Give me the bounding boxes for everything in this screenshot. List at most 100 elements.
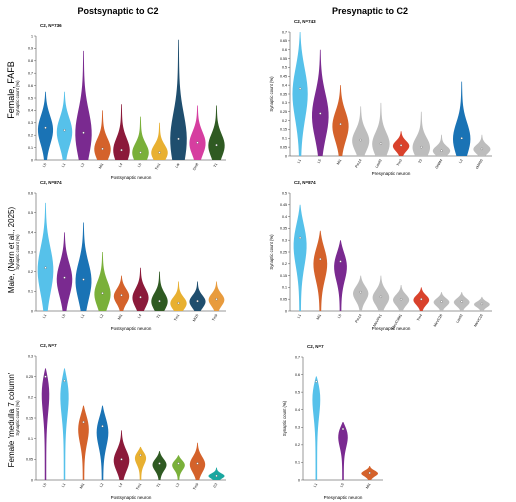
- x-tick-label: Mi1: [336, 159, 342, 166]
- x-tick-label: L2: [458, 159, 463, 164]
- row-title-female-fafb: Female, FAFB: [6, 61, 16, 119]
- x-tick-label: Lawf2: [375, 159, 383, 169]
- violin-l5: [41, 368, 50, 480]
- x-axis-label: Presynaptic neuron: [372, 326, 411, 331]
- y-tick-label: 0.1: [28, 146, 33, 150]
- x-tick-label: C3: [213, 483, 219, 489]
- x-tick-label: MeVPe1: [372, 314, 382, 328]
- x-tick-label: L1: [297, 314, 302, 319]
- x-tick-label: Tm1: [154, 162, 161, 170]
- violin-mi1: [313, 230, 328, 311]
- y-tick-label: 0.05: [26, 458, 33, 462]
- row-title-male: Male, (Nern et al., 2025): [7, 207, 16, 294]
- x-tick-label: Pm14: [354, 159, 362, 169]
- y-tick-label: 0.25: [280, 250, 287, 254]
- y-tick-label: 0.7: [295, 355, 300, 359]
- violin-l5: [132, 116, 149, 160]
- row-title-medulla: Female 'medulla 7 column': [7, 372, 16, 467]
- median-marker: [420, 298, 423, 301]
- median-marker: [368, 471, 371, 475]
- x-tick-label: Pm14: [354, 314, 362, 324]
- y-tick-label: 0.9: [28, 47, 33, 51]
- x-tick-label: MeVC9M1: [391, 314, 403, 331]
- violin-l2: [96, 405, 109, 480]
- y-tick-label: 0.2: [295, 443, 300, 447]
- median-marker: [215, 143, 218, 147]
- violin-l1: [293, 204, 307, 311]
- median-marker: [480, 302, 484, 306]
- x-tick-label: L4: [118, 483, 123, 488]
- x-tick-label: T1: [156, 483, 162, 489]
- violin-mi15: [189, 281, 206, 311]
- violin-l5: [311, 49, 329, 156]
- median-marker: [359, 138, 362, 142]
- violin-onm4: [432, 134, 451, 156]
- y-tick-label: 0.7: [28, 72, 33, 76]
- median-marker: [139, 296, 142, 299]
- violin-l5: [56, 232, 73, 311]
- x-tick-label: L1: [61, 163, 66, 168]
- panel-subtitle: C2, N=7: [40, 343, 57, 348]
- y-tick-label: 0.6: [28, 191, 33, 195]
- x-tick-label: L5: [317, 159, 322, 164]
- violin-mevpe1: [372, 275, 390, 311]
- x-axis-label: Presynaptic neuron: [372, 171, 411, 176]
- panel-1: C2, N=736 0 0.1 0.2 0.3 0.4 0.5 0.6 0.7 0.8 0.9 1 Sy…: [15, 23, 226, 180]
- panel-subtitle: C2, N=874: [40, 180, 62, 185]
- y-tick-label: 0.6: [295, 373, 300, 377]
- x-tick-label: Tm1: [135, 482, 142, 490]
- y-tick-label: 0.05: [280, 145, 287, 149]
- violin-l3: [75, 50, 92, 160]
- violin-mi1: [94, 110, 111, 160]
- panel-2: C2, N=743 0 0.05 0.1 0.15 0.2 0.25 0.3 0.35 0.4 0.…: [269, 19, 492, 176]
- x-tick-label: L3: [80, 163, 85, 168]
- y-tick-label: 0.35: [280, 227, 287, 231]
- y-tick-label: 0: [285, 154, 287, 158]
- x-tick-label: T1: [156, 314, 162, 320]
- panel-6: C2, N=7 0 0.1 0.2 0.3 0.4 0.5 0.6 0.7 Synaptic co…: [282, 344, 383, 500]
- y-axis-label: Synaptic count (%): [15, 400, 20, 436]
- violin-mi1: [332, 85, 349, 156]
- median-marker: [440, 300, 443, 303]
- violin-tm1: [134, 446, 147, 480]
- x-tick-label: Tm3: [396, 158, 403, 166]
- x-tick-label: Tm1: [173, 313, 180, 321]
- x-tick-label: ONM4: [435, 159, 444, 170]
- y-tick-label: 0.2: [28, 134, 33, 138]
- median-marker: [63, 129, 66, 132]
- violin-mevc9m1: [393, 285, 410, 311]
- median-marker: [399, 144, 403, 147]
- violin-pm14: [352, 106, 370, 156]
- median-marker: [120, 148, 123, 152]
- y-tick-label: 0.6: [28, 84, 33, 88]
- x-axis-label: Postsynaptic neuron: [111, 495, 152, 500]
- violin-t1: [208, 105, 225, 160]
- y-tick-label: 0.4: [282, 83, 287, 87]
- y-tick-label: 0.8: [28, 59, 33, 63]
- violin-t3: [412, 111, 431, 156]
- median-marker: [298, 236, 302, 239]
- median-marker: [63, 379, 66, 382]
- y-tick-label: 0.1: [282, 137, 287, 141]
- y-tick-label: 0.6: [282, 48, 287, 52]
- median-marker: [120, 458, 123, 461]
- panel-subtitle: C2, N=7: [307, 344, 324, 349]
- x-tick-label: L2: [99, 314, 104, 319]
- median-marker: [399, 298, 403, 301]
- x-tick-label: L1: [297, 159, 302, 164]
- x-tick-label: Tm4: [416, 313, 423, 321]
- violin-pm14: [353, 275, 369, 311]
- median-marker: [44, 126, 47, 129]
- y-tick-label: 0.5: [295, 390, 300, 394]
- y-tick-label: 0.1: [282, 286, 287, 290]
- violin-l5: [37, 91, 54, 160]
- median-marker: [196, 141, 199, 144]
- x-tick-label: L1: [80, 314, 85, 319]
- x-tick-label: Dm8: [192, 163, 199, 172]
- y-tick-label: 0.45: [280, 75, 287, 79]
- violin-c3: [208, 467, 225, 480]
- y-tick-label: 1: [31, 34, 33, 38]
- median-marker: [196, 462, 199, 465]
- median-marker: [44, 266, 47, 269]
- x-tick-label: Lai: [175, 162, 181, 168]
